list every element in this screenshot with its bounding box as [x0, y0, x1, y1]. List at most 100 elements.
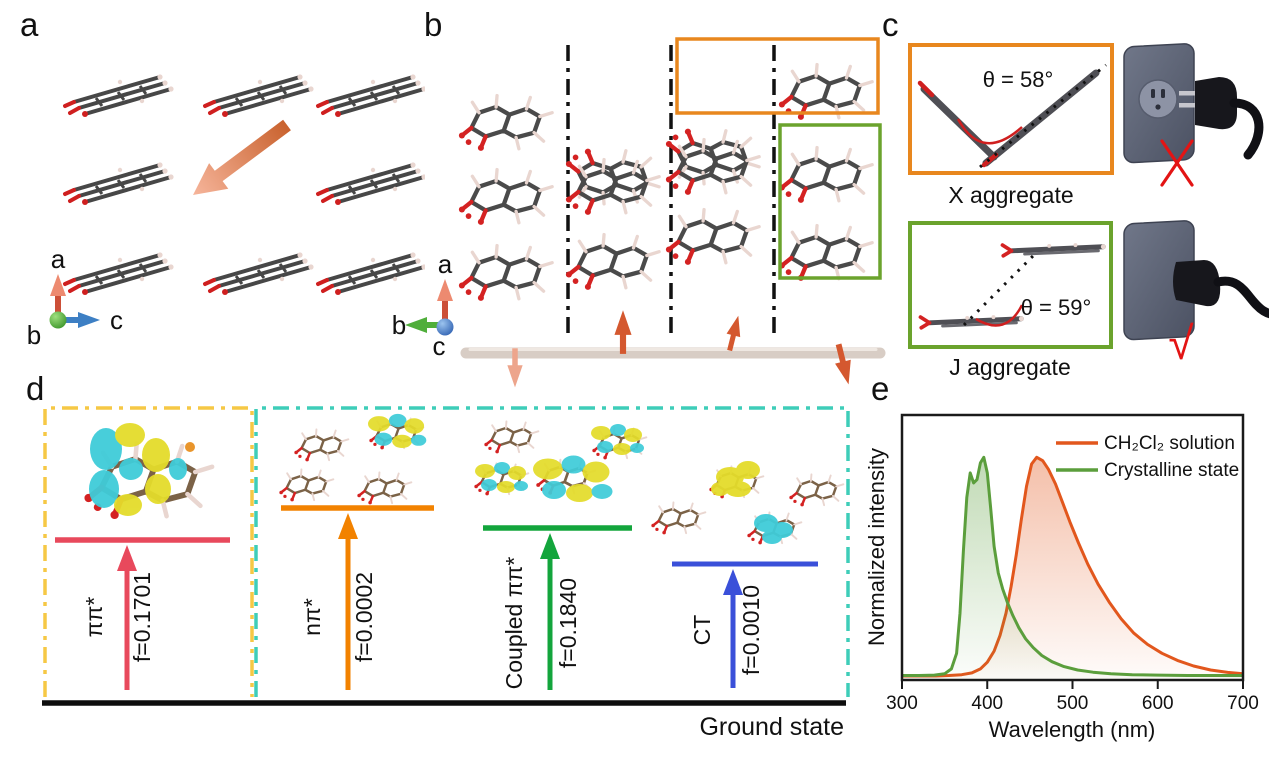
molecule — [459, 170, 552, 225]
legend-label-solution: CH₂Cl₂ solution — [1104, 433, 1235, 454]
transition-arrow-head — [540, 533, 560, 559]
transition-arrow-head — [723, 569, 743, 595]
panel-e-label: e — [871, 370, 890, 407]
panel-b-label: b — [424, 6, 443, 43]
ground-state-label: Ground state — [699, 713, 844, 741]
molecule — [779, 226, 872, 281]
panel-b-columns: a b c — [392, 37, 886, 390]
axis-triad-b: a b c — [392, 249, 454, 361]
molecule-rod-tip — [981, 152, 999, 168]
transition-arrow-head — [117, 545, 137, 571]
axis-c-sphere-icon — [436, 318, 454, 336]
x-aggregate-frame — [908, 43, 1114, 175]
check-mark-icon: √ — [1168, 317, 1194, 369]
molecule — [63, 160, 176, 207]
state-pipi: ππ* f=0.1701 — [55, 537, 230, 690]
transition-arrow-head — [338, 513, 358, 539]
axis-up-label: a — [438, 249, 453, 279]
axis-front-label: b — [27, 320, 41, 350]
dipole-arrow-up-tilted-icon — [723, 314, 745, 352]
axis-left-label: b — [392, 310, 406, 340]
tick-label: 600 — [1142, 693, 1174, 714]
molecule-rod-tip — [917, 80, 935, 98]
dipole-arrow-up-icon — [614, 310, 631, 354]
axis-triad-a: a c b — [27, 244, 123, 350]
series-fill-1 — [902, 457, 1243, 680]
panel-a-label: a — [20, 6, 39, 43]
j-aggregate-box: θ = 59° — [908, 221, 1113, 349]
plug-prong-icon — [1179, 91, 1195, 96]
molecule — [63, 250, 176, 297]
pipi-orbital-image — [84, 423, 212, 519]
cross-mark-icon — [1160, 139, 1194, 187]
ct-orbital-image — [650, 461, 845, 546]
dipole-rod — [460, 347, 886, 359]
column-dividers — [566, 45, 776, 335]
panel-d-energy-diagram: ππ* f=0.1701 nπ* f=0.0002 Coupled ππ* f=… — [42, 406, 850, 741]
series-line-1 — [902, 455, 1243, 677]
molecule — [63, 72, 176, 119]
state-name: CT — [689, 615, 715, 646]
axis-front-label: c — [433, 331, 446, 361]
molecule — [779, 148, 872, 203]
x-angle-label: θ = 58° — [983, 67, 1054, 92]
long-axis-dotted-line — [979, 63, 1107, 169]
y-axis-title: Normalized intensity — [868, 448, 889, 646]
molecule — [203, 72, 316, 119]
monomer-dashed-box — [43, 406, 254, 697]
plug-cord — [1229, 98, 1264, 160]
coupled-pipi-orbital-image — [473, 420, 648, 502]
plug-cord — [1213, 276, 1269, 318]
state-npi: nπ* f=0.0002 — [281, 505, 434, 690]
x-tick-labels: 300 400 500 600 700 — [886, 693, 1259, 714]
j-aggregate-frame — [908, 221, 1113, 349]
tick-label: 400 — [971, 693, 1003, 714]
series-fill-0 — [902, 457, 1243, 680]
plug-prong-icon — [1179, 103, 1195, 108]
outlet-receptacle-icon — [1138, 79, 1178, 119]
panel-c-label: c — [882, 6, 899, 43]
molecule — [666, 210, 759, 265]
socket-plugged — [1123, 220, 1269, 341]
x-axis-ticks — [901, 680, 1244, 689]
molecule — [566, 235, 659, 290]
j-pair-highlight-box — [778, 123, 882, 280]
panel-d-label: d — [26, 370, 45, 407]
molecule-grid — [63, 72, 425, 297]
tick-label: 700 — [1227, 693, 1259, 714]
molecule — [1002, 243, 1105, 256]
oscillator-strength: f=0.0010 — [738, 585, 764, 675]
axis-b-arrow-icon — [405, 317, 427, 333]
slip-dotted-line — [962, 253, 1036, 327]
socket-unplugged — [1123, 43, 1264, 164]
x-aggregate-box: θ = 58° — [908, 43, 1114, 175]
npi-orbital-image — [278, 413, 427, 506]
x-aggregate-caption: X aggregate — [948, 182, 1073, 208]
oscillator-strength: f=0.0002 — [351, 572, 377, 662]
panel-e-spectra-chart: 300 400 500 600 700 Wavelength (nm) Norm… — [868, 413, 1259, 742]
axis-a-arrow-icon — [437, 279, 453, 301]
axis-a-arrow-icon — [50, 274, 66, 296]
molecule — [459, 246, 552, 301]
oscillator-strength: f=0.1701 — [129, 572, 155, 662]
state-ct: CT f=0.0010 — [672, 561, 818, 688]
j-angle-label: θ = 59° — [1021, 295, 1092, 320]
state-name: nπ* — [299, 598, 325, 636]
packing-direction-arrow — [193, 119, 291, 195]
tick-label: 500 — [1057, 693, 1089, 714]
axis-up-label: a — [51, 244, 66, 274]
plug-body-icon — [1195, 77, 1237, 130]
oscillator-strength: f=0.1840 — [555, 578, 581, 668]
state-coupled-pipi: Coupled ππ* f=0.1840 — [483, 525, 632, 690]
panel-c-aggregates: θ = 58° X aggregate θ = 59° J aggr — [908, 43, 1269, 380]
state-name: Coupled ππ* — [501, 557, 527, 690]
j-aggregate-caption: J aggregate — [949, 354, 1070, 380]
tick-label: 300 — [886, 693, 918, 714]
aggregate-dashed-box — [254, 406, 850, 697]
angle-arc — [956, 118, 1023, 145]
panel-a-crystal-packing: a c b — [27, 72, 425, 350]
state-name: ππ* — [81, 597, 107, 638]
x-axis-title: Wavelength (nm) — [989, 717, 1156, 742]
spectra-curves — [902, 455, 1244, 680]
